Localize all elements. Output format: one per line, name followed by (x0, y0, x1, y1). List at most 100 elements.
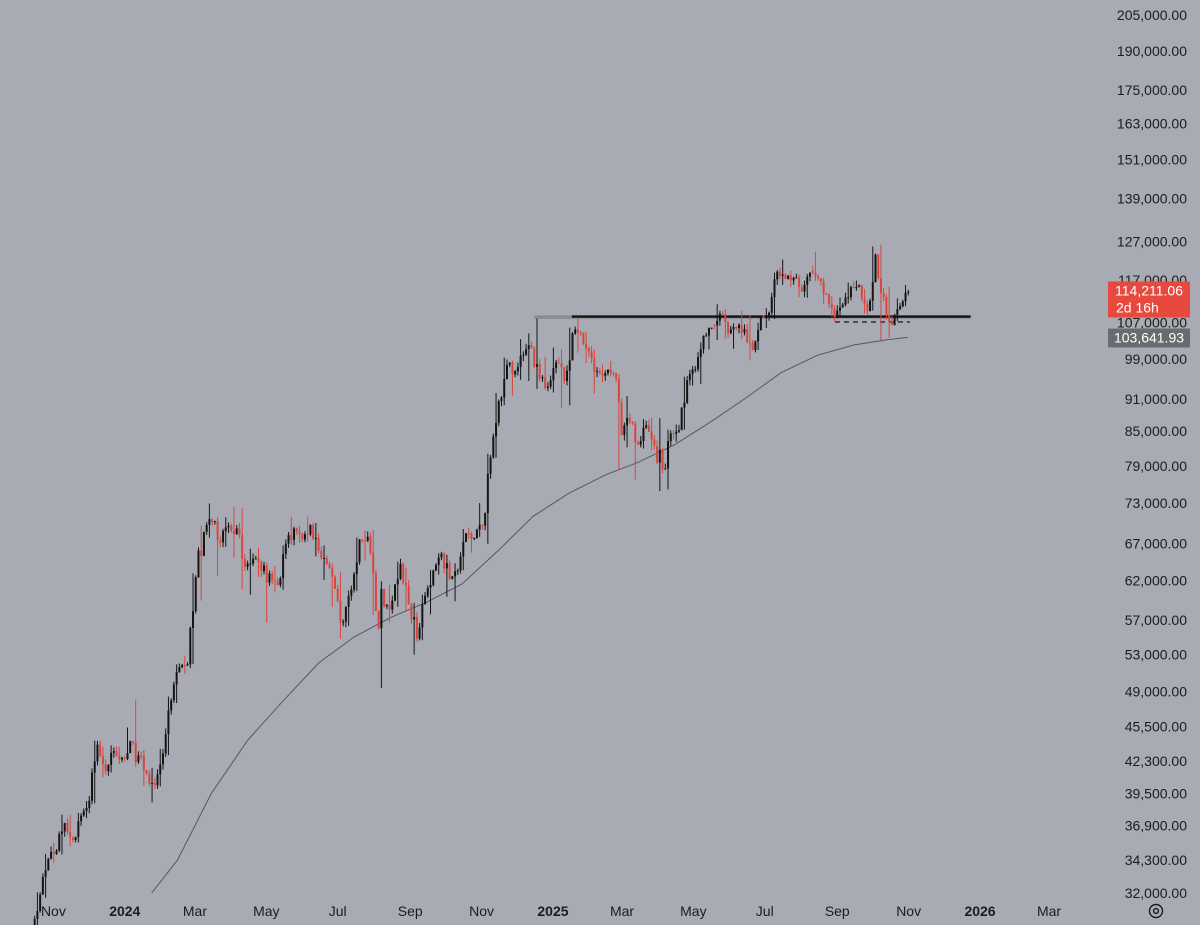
candle-body (508, 362, 511, 365)
candle (33, 915, 36, 925)
candle (893, 313, 896, 326)
candle (306, 516, 309, 542)
candle (874, 253, 877, 283)
candle-body (792, 277, 795, 281)
y-tick-label: 205,000.00 (1117, 7, 1187, 23)
candle (156, 769, 159, 789)
candle (552, 347, 555, 393)
candle (819, 277, 822, 286)
candle (642, 419, 645, 449)
candle (279, 576, 282, 588)
candle-body (355, 562, 358, 575)
candle-body (699, 349, 702, 357)
candle-body (650, 431, 653, 440)
candle (126, 727, 129, 761)
candle-body (705, 335, 708, 337)
candle (151, 767, 154, 803)
candle (732, 323, 735, 349)
candle-body (429, 584, 432, 588)
candle (620, 398, 623, 436)
candle (208, 503, 211, 538)
candle (369, 533, 372, 556)
candle (724, 309, 727, 339)
candle (434, 563, 437, 572)
candle (626, 396, 629, 448)
candle (224, 517, 227, 547)
candle-body (879, 278, 882, 294)
candle (353, 571, 356, 593)
candle-body (645, 425, 648, 428)
candle (669, 430, 672, 447)
candle (303, 531, 306, 543)
candle-body (140, 755, 143, 757)
candle (410, 602, 413, 625)
candle (131, 740, 134, 745)
candle-body (192, 611, 195, 628)
candle (664, 463, 667, 470)
candle-body (69, 831, 72, 838)
candle-body (66, 823, 69, 832)
candle (631, 421, 634, 426)
candle (781, 259, 784, 286)
candle-body (462, 541, 465, 557)
candle (309, 524, 312, 537)
candle-body (904, 292, 907, 302)
candle-body (156, 774, 159, 786)
candle-body (186, 664, 189, 666)
candle (647, 419, 650, 432)
y-tick-label: 85,000.00 (1125, 423, 1187, 439)
candle (260, 560, 263, 577)
candle-body (134, 742, 137, 762)
candle (380, 581, 383, 688)
candle-body (566, 370, 569, 382)
candle-body (511, 362, 514, 375)
candle-body (560, 363, 563, 368)
candle (404, 567, 407, 612)
candle-body (585, 343, 588, 349)
x-tick-label: Jul (329, 903, 347, 919)
candle-body (391, 600, 394, 610)
candle (161, 748, 164, 770)
candle (82, 808, 85, 818)
x-tick-label: 2025 (537, 903, 568, 919)
candle-body (484, 513, 487, 526)
candle-body (724, 314, 727, 323)
x-axis[interactable]: Nov 2024 Mar May Jul Sep Nov 2025 Mar May Jul Sep No… (41, 903, 1061, 919)
candle (415, 612, 418, 642)
candle-body (60, 831, 63, 834)
y-tick-label: 91,000.00 (1125, 391, 1187, 407)
candle (276, 577, 279, 586)
candle (901, 299, 904, 308)
candle (765, 308, 768, 328)
candle-body (232, 530, 235, 535)
candle-body (811, 270, 814, 273)
candle-body (219, 540, 222, 543)
candle-body (104, 764, 107, 772)
candle-body (858, 285, 861, 288)
candle-body (757, 329, 760, 342)
y-axis[interactable]: 205,000.00 190,000.00 175,000.00 163,000.00… (1117, 7, 1187, 901)
candle (503, 357, 506, 406)
candle-body (743, 329, 746, 333)
candle-body (549, 380, 552, 387)
candle (885, 294, 888, 320)
candle (448, 560, 451, 581)
chart-settings-button[interactable] (1148, 903, 1164, 919)
candle-body (653, 439, 656, 446)
candle-body (268, 573, 271, 583)
candle-body (317, 537, 320, 551)
moving-average-line (151, 336, 908, 894)
candle-body (273, 580, 276, 582)
candle (137, 751, 140, 764)
candle (104, 759, 107, 775)
candle (855, 280, 858, 291)
candle (445, 554, 448, 597)
candle-body (383, 589, 386, 607)
candle (579, 330, 582, 337)
candle-body (99, 744, 102, 757)
candle-body (516, 367, 519, 372)
candle (153, 777, 156, 789)
y-tick-label: 32,000.00 (1125, 885, 1187, 901)
